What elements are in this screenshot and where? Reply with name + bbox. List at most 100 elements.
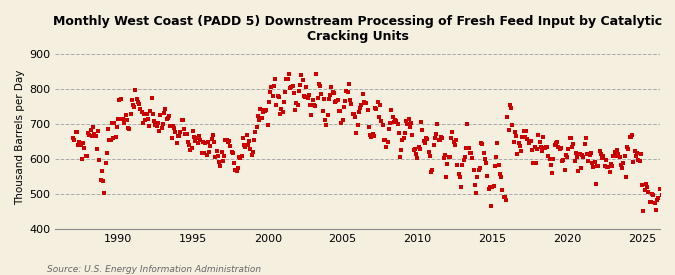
Point — [292, 103, 303, 107]
Point — [234, 155, 244, 159]
Point — [241, 133, 252, 137]
Point — [605, 161, 616, 166]
Point — [95, 178, 106, 183]
Point — [642, 185, 653, 189]
Point — [316, 92, 327, 97]
Point — [272, 94, 283, 98]
Point — [247, 150, 258, 154]
Point — [151, 124, 162, 128]
Point — [566, 136, 576, 140]
Point — [70, 130, 81, 134]
Point — [637, 183, 647, 188]
Point — [159, 111, 169, 115]
Point — [345, 98, 356, 102]
Point — [248, 138, 259, 142]
Point — [144, 124, 155, 128]
Point — [477, 142, 488, 146]
Point — [223, 140, 234, 145]
Point — [175, 130, 186, 134]
Point — [563, 147, 574, 152]
Point — [574, 152, 585, 156]
Point — [428, 143, 439, 148]
Point — [227, 151, 238, 156]
Point — [206, 136, 217, 141]
Point — [592, 164, 603, 169]
Point — [532, 147, 543, 152]
Point — [69, 138, 80, 142]
Point — [104, 138, 115, 143]
Point — [438, 156, 449, 160]
Point — [117, 116, 128, 121]
Point — [98, 178, 109, 183]
Point — [130, 88, 141, 92]
Point — [456, 185, 466, 189]
Point — [340, 99, 350, 103]
Point — [579, 142, 590, 146]
Point — [68, 136, 78, 141]
Point — [376, 119, 387, 123]
Point — [217, 158, 228, 163]
Point — [352, 123, 363, 127]
Point — [445, 154, 456, 159]
Point — [638, 208, 649, 213]
Point — [492, 141, 503, 145]
Point — [461, 146, 472, 150]
Point — [169, 126, 180, 130]
Point — [335, 109, 346, 113]
Point — [80, 154, 91, 159]
Point — [654, 186, 665, 191]
Point — [307, 98, 318, 102]
Point — [100, 161, 111, 165]
Point — [567, 145, 578, 149]
Point — [541, 144, 551, 149]
Point — [173, 134, 184, 139]
Point — [321, 122, 332, 127]
Point — [90, 134, 101, 138]
Point — [454, 175, 465, 179]
Point — [275, 111, 286, 116]
Point — [560, 167, 570, 172]
Point — [487, 185, 497, 189]
Point — [539, 145, 550, 150]
Point — [155, 113, 166, 117]
Point — [286, 85, 297, 89]
Point — [544, 157, 555, 161]
Point — [338, 118, 348, 122]
Point — [74, 140, 85, 144]
Point — [395, 154, 406, 159]
Point — [315, 84, 325, 88]
Point — [416, 120, 427, 125]
Point — [674, 164, 675, 168]
Point — [373, 114, 384, 119]
Point — [488, 184, 499, 188]
Point — [388, 120, 399, 125]
Point — [443, 155, 454, 159]
Point — [207, 133, 218, 138]
Point — [178, 118, 188, 123]
Point — [548, 156, 559, 161]
Point — [157, 126, 167, 131]
Point — [554, 147, 565, 151]
Point — [288, 91, 299, 95]
Point — [481, 160, 491, 165]
Point — [587, 161, 597, 165]
Point — [607, 164, 618, 168]
Point — [508, 139, 519, 144]
Point — [86, 134, 97, 139]
Point — [397, 138, 408, 142]
Point — [659, 202, 670, 207]
Point — [377, 123, 388, 127]
Point — [437, 136, 448, 141]
Point — [148, 112, 159, 116]
Point — [88, 125, 99, 130]
Point — [411, 151, 422, 156]
Point — [408, 148, 419, 152]
Point — [379, 138, 389, 142]
Point — [404, 125, 415, 129]
Point — [285, 86, 296, 91]
Point — [610, 154, 621, 158]
Point — [304, 93, 315, 97]
Point — [356, 103, 367, 108]
Point — [326, 84, 337, 89]
Point — [323, 97, 334, 101]
